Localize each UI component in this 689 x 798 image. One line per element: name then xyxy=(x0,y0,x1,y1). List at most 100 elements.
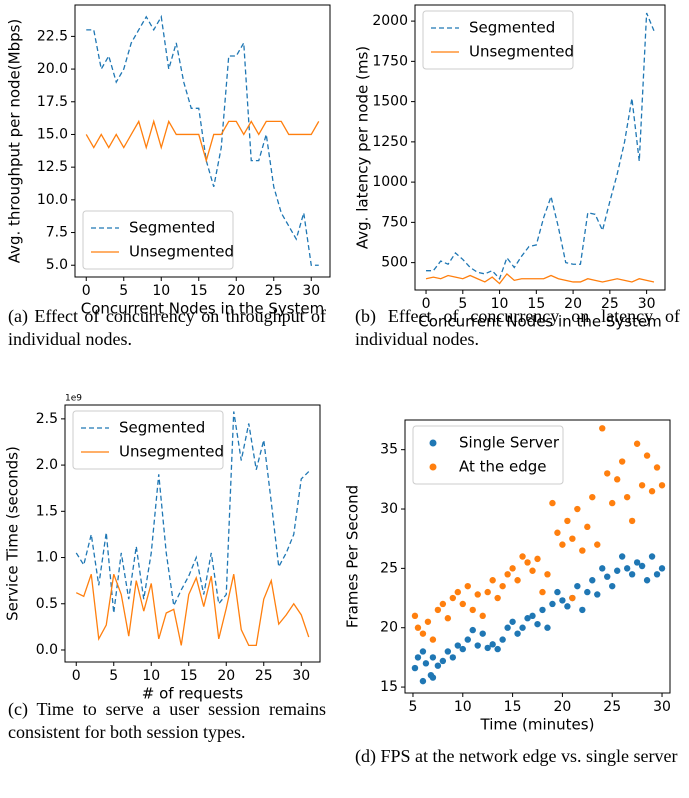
y-tick-label: 15.0 xyxy=(37,126,68,142)
point xyxy=(599,425,606,432)
point xyxy=(444,648,452,655)
point xyxy=(594,591,601,598)
y-tick-label: 12.5 xyxy=(37,159,68,175)
point xyxy=(424,618,432,625)
point xyxy=(419,648,427,655)
legend-label: Single Server xyxy=(459,434,560,452)
x-tick-label: 0 xyxy=(72,668,81,684)
series-line xyxy=(75,411,310,614)
point xyxy=(559,541,566,548)
point xyxy=(544,571,551,578)
point xyxy=(434,606,442,614)
x-tick-label: 10 xyxy=(454,699,472,715)
y-tick-label: 17.5 xyxy=(37,94,68,110)
series-line xyxy=(426,12,655,280)
x-tick-label: 5 xyxy=(109,668,118,684)
caption: (c) Time to serve a user session remains… xyxy=(8,699,326,742)
point xyxy=(479,630,486,637)
y-tick-label: 0.0 xyxy=(36,642,58,658)
legend-swatch xyxy=(429,439,437,447)
point xyxy=(623,493,631,501)
point xyxy=(514,630,521,637)
point xyxy=(499,636,506,643)
point xyxy=(648,553,656,560)
x-tick-label: 20 xyxy=(553,699,571,715)
x-tick-label: 5 xyxy=(119,283,128,299)
point xyxy=(554,529,561,536)
point xyxy=(638,482,646,489)
point xyxy=(549,600,556,608)
legend-box xyxy=(412,425,564,485)
x-tick-label: 30 xyxy=(292,668,310,684)
y-tick-label: 5.0 xyxy=(46,257,68,273)
x-tick-label: 0 xyxy=(82,283,91,299)
x-axis-label: Concurrent Nodes in the System xyxy=(418,313,662,331)
y-tick-label: 7.5 xyxy=(46,225,68,241)
point xyxy=(529,612,536,620)
point xyxy=(534,555,541,563)
x-tick-label: 25 xyxy=(255,668,273,684)
y-tick-label: 500 xyxy=(381,255,408,271)
x-tick-label: 15 xyxy=(527,296,545,312)
point xyxy=(429,636,437,643)
y-tick-label: 1.5 xyxy=(36,503,58,519)
point xyxy=(544,624,551,631)
point xyxy=(609,582,616,590)
point xyxy=(633,440,641,447)
point xyxy=(579,606,586,614)
y-tick-label: 1500 xyxy=(372,94,408,110)
point xyxy=(643,577,651,584)
point xyxy=(484,644,491,652)
y-tick-label: 1250 xyxy=(372,134,408,150)
point xyxy=(474,591,481,598)
point xyxy=(604,470,611,477)
y-tick-label: 2000 xyxy=(372,13,408,29)
legend-label: Unsegmented xyxy=(129,243,234,261)
x-tick-label: 10 xyxy=(142,668,160,684)
y-tick-label: 35 xyxy=(380,442,398,458)
legend-label: Segmented xyxy=(129,219,215,237)
x-axis-label: Concurrent Nodes in the System xyxy=(81,300,325,318)
point xyxy=(439,657,447,665)
point xyxy=(539,588,546,596)
point xyxy=(653,571,661,578)
y-offset-label: 1e9 xyxy=(65,394,82,404)
point xyxy=(574,582,581,590)
caption: (b) Effect of concurrency on latency of … xyxy=(355,306,680,349)
x-axis-label: # of requests xyxy=(142,685,244,703)
point xyxy=(469,626,476,634)
point xyxy=(653,464,661,471)
point xyxy=(643,452,651,459)
point xyxy=(499,582,506,590)
point xyxy=(648,488,656,495)
x-tick-label: 5 xyxy=(458,296,467,312)
y-tick-label: 1.0 xyxy=(36,550,58,566)
point xyxy=(459,645,466,653)
point xyxy=(509,565,516,572)
y-tick-label: 1750 xyxy=(372,53,408,69)
x-tick-label: 20 xyxy=(564,296,582,312)
point xyxy=(628,571,636,578)
point xyxy=(444,615,452,622)
x-tick-label: 10 xyxy=(491,296,509,312)
point xyxy=(429,674,437,681)
point xyxy=(534,620,541,628)
point xyxy=(574,505,581,513)
x-tick-label: 15 xyxy=(180,668,198,684)
point xyxy=(449,594,457,602)
point xyxy=(504,571,511,578)
point xyxy=(609,499,616,507)
point xyxy=(454,588,462,596)
y-tick-label: 750 xyxy=(381,214,408,230)
plot-frame xyxy=(414,4,666,291)
caption: (d) FPS at the network edge vs. single s… xyxy=(355,746,678,766)
point xyxy=(414,654,422,661)
point xyxy=(429,654,437,661)
point xyxy=(589,577,596,584)
point xyxy=(658,482,666,489)
legend-label: Segmented xyxy=(119,419,205,437)
point xyxy=(564,603,571,610)
point xyxy=(422,660,430,667)
